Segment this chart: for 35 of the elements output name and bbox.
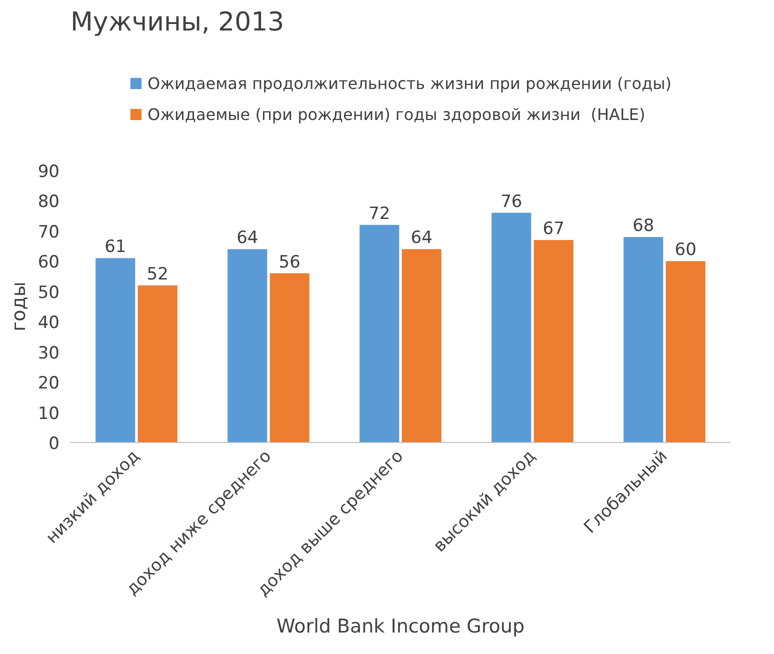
y-tick-label: 40	[38, 313, 60, 334]
data-label: 60	[674, 240, 696, 260]
bar	[534, 240, 574, 442]
data-label: 68	[632, 216, 654, 236]
legend-label: Ожидаемые (при рождении) годы здоровой жизни (HALE)	[147, 104, 646, 124]
bar	[360, 224, 400, 442]
y-tick-label: 80	[38, 192, 60, 212]
y-tick-label: 70	[38, 222, 60, 242]
data-label: 72	[368, 204, 390, 224]
data-label: 67	[542, 219, 564, 240]
y-tick-label: 50	[38, 282, 60, 303]
y-tick-label: 10	[38, 404, 60, 424]
y-tick-label: 20	[38, 374, 60, 394]
bar	[96, 258, 136, 442]
data-label: 56	[278, 252, 300, 272]
bar	[402, 249, 442, 442]
y-tick-label: 90	[38, 162, 60, 182]
y-axis-title: годы	[8, 282, 30, 332]
data-label: 64	[410, 228, 432, 248]
chart-title: Мужчины, 2013	[70, 8, 284, 38]
legend-label: Ожидаемая продолжительность жизни при рождении (годы)	[147, 74, 672, 92]
y-tick-label: 0	[48, 434, 60, 454]
data-label: 76	[500, 192, 522, 212]
y-tick-label: 30	[38, 343, 60, 364]
bar	[138, 285, 178, 442]
x-axis-title: World Bank Income Group	[276, 616, 525, 638]
data-label: 64	[236, 228, 258, 248]
bar	[228, 249, 268, 442]
data-label: 61	[104, 237, 126, 258]
data-label: 52	[146, 264, 168, 284]
y-tick-label: 60	[38, 252, 60, 273]
bar	[624, 236, 664, 442]
bar	[270, 273, 310, 442]
bar	[492, 212, 532, 442]
bar	[666, 261, 706, 442]
